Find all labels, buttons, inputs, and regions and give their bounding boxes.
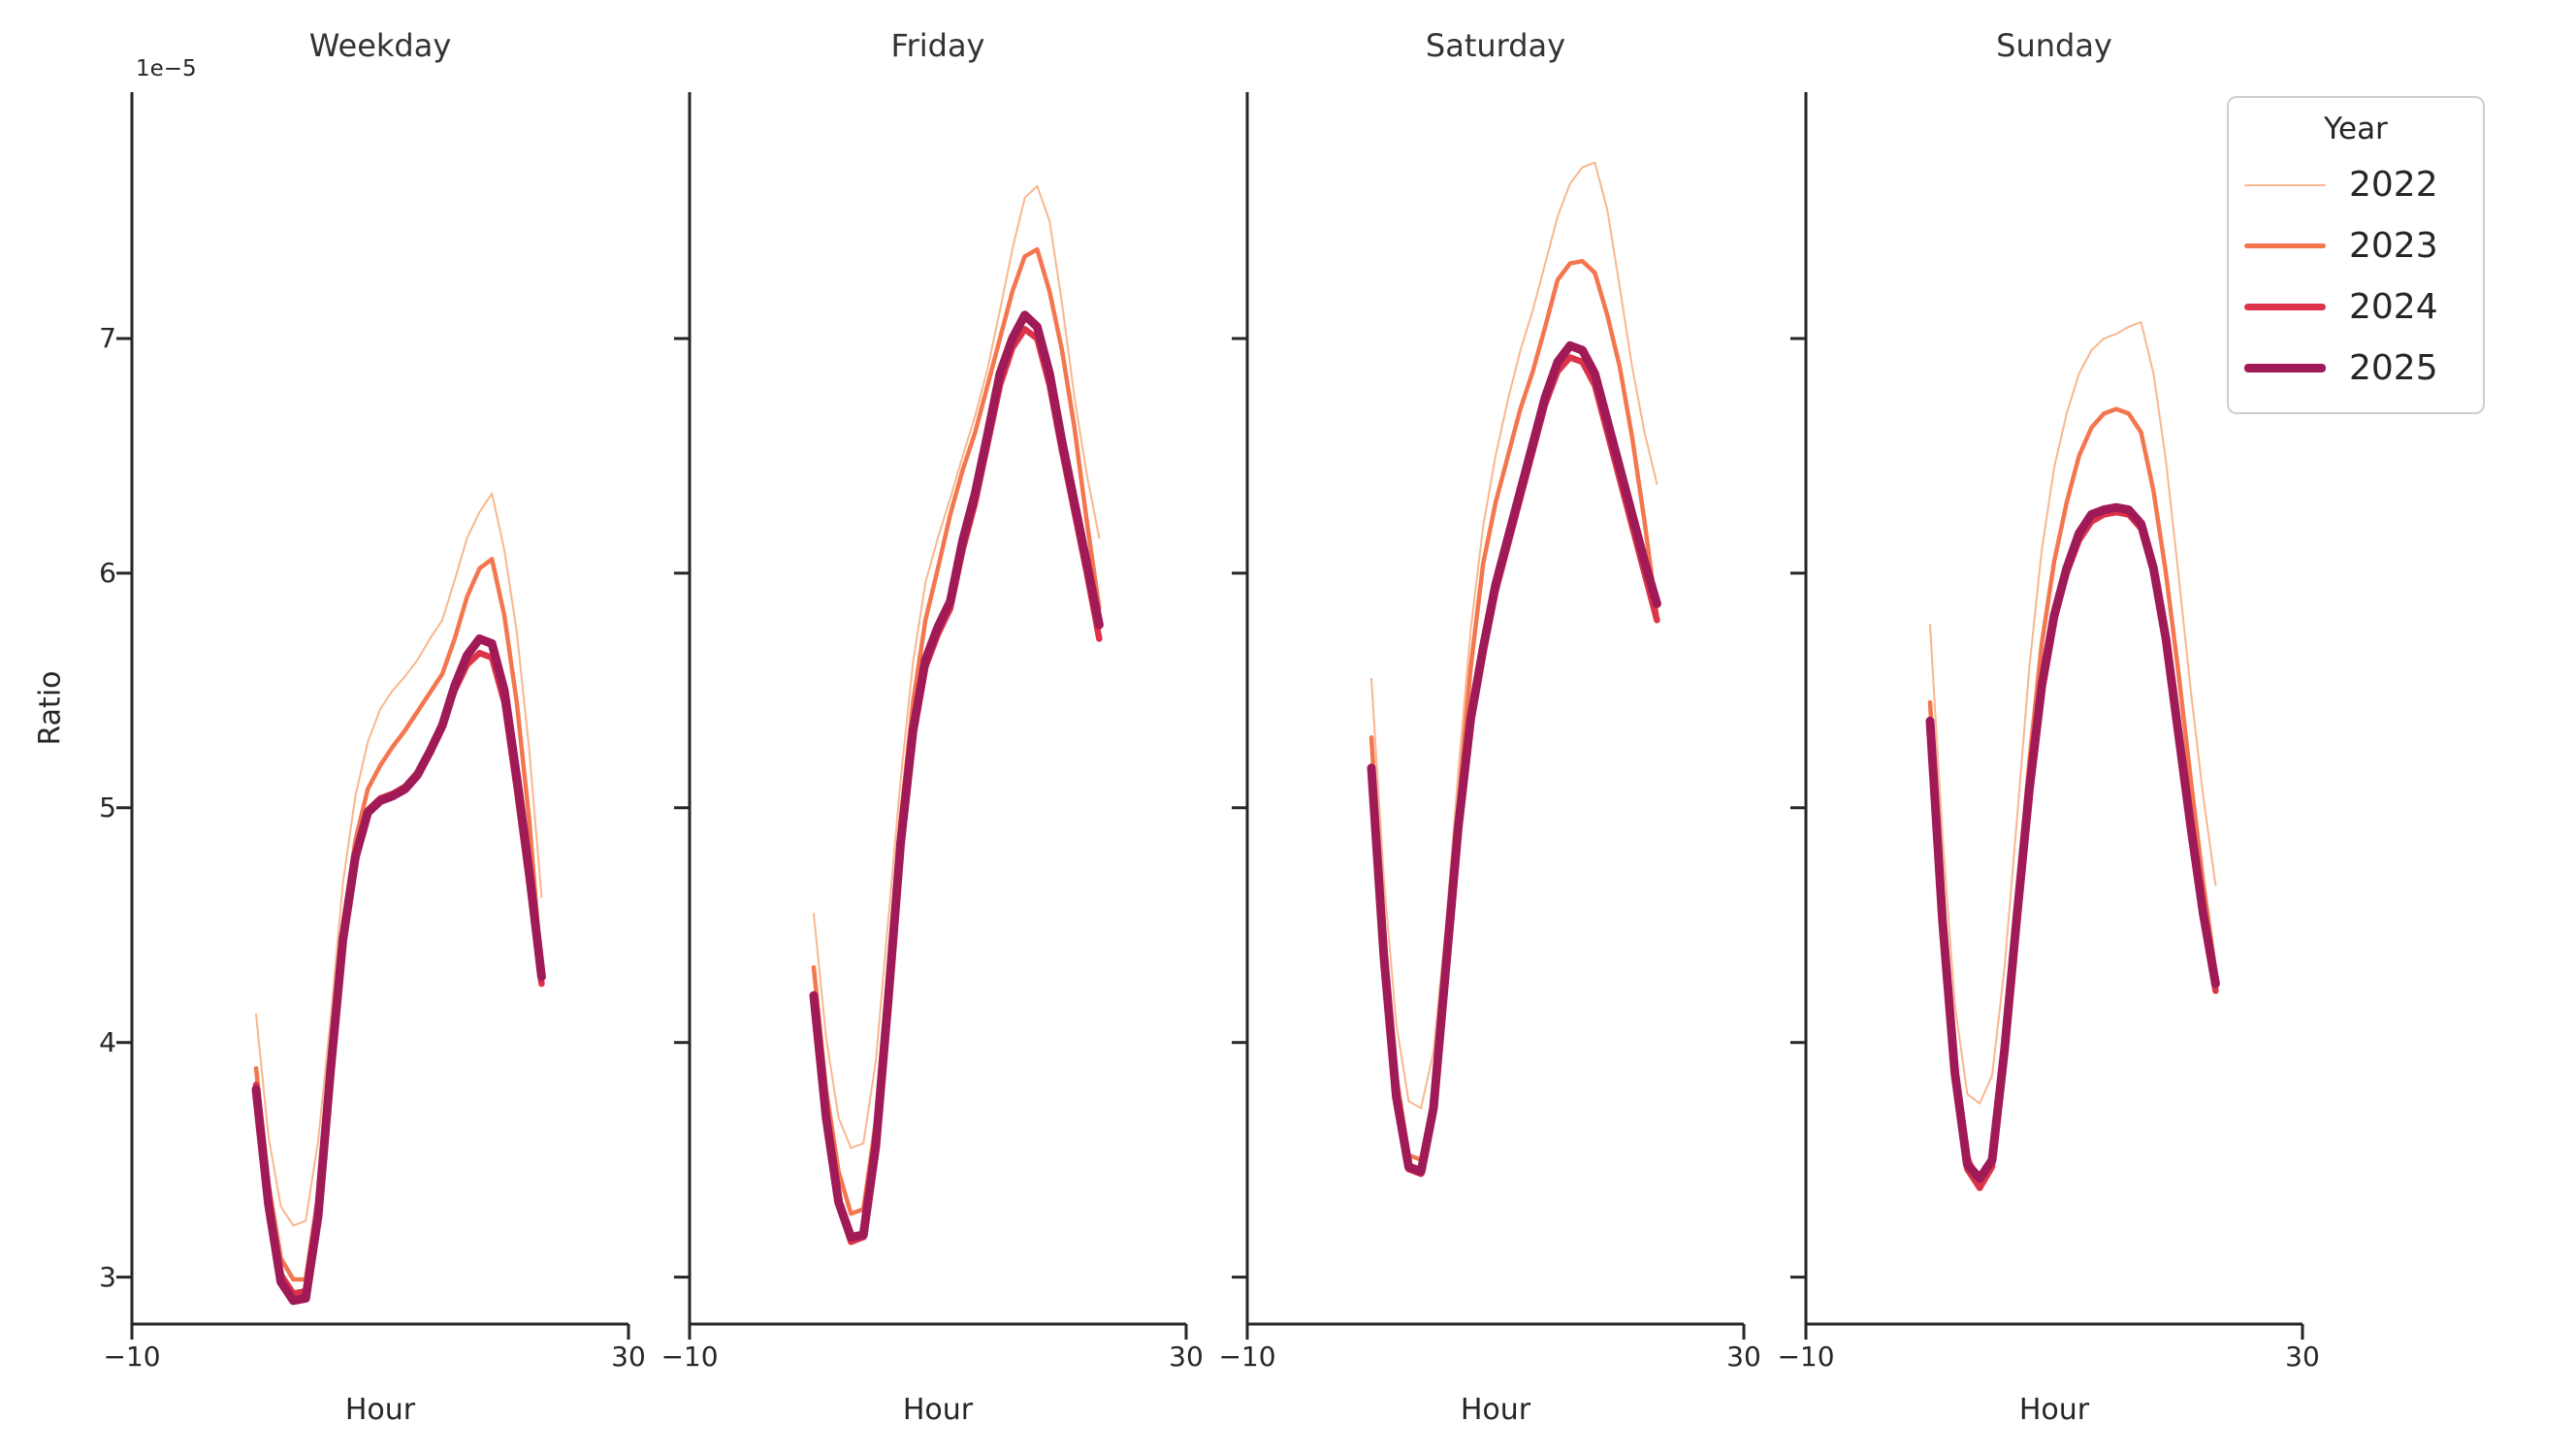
subplot-title-weekday: Weekday [308, 27, 452, 64]
x-axis-label: Hour [2018, 1393, 2090, 1427]
y-tick-label-3: 3 [99, 1260, 116, 1293]
legend-line-2023-icon [2244, 243, 2326, 248]
x-tick-label-min: −10 [103, 1341, 161, 1373]
x-tick-label-max: 30 [2285, 1341, 2320, 1373]
y-tick-label-5: 5 [99, 791, 116, 824]
subplot-sunday: Sunday −10 30 Hour [1777, 0, 2319, 1455]
line-saturday-2022 [1370, 161, 1658, 1110]
line-friday-2023 [811, 246, 1102, 1216]
subplot-title-friday: Friday [890, 27, 985, 64]
y-axis-label: Ratio [33, 670, 68, 746]
line-weekday-2025 [251, 634, 546, 1306]
x-tick-label-min: −10 [660, 1341, 719, 1373]
legend-line-2022-icon [2244, 183, 2326, 186]
line-friday-2025 [809, 310, 1104, 1242]
x-axis-label: Hour [344, 1393, 416, 1427]
x-tick-label-max: 30 [611, 1341, 646, 1373]
line-friday-2022 [813, 184, 1101, 1149]
legend-item-2025: 2025 [2229, 338, 2483, 399]
y-tick-label-4: 4 [99, 1025, 116, 1058]
legend-line-2024-icon [2244, 304, 2326, 310]
subplot-title-sunday: Sunday [1996, 27, 2112, 64]
line-weekday-2023 [253, 557, 544, 1282]
axes-spines-weekday [116, 92, 630, 1340]
subplot-friday: Friday −10 30 Hour [660, 0, 1203, 1455]
legend-item-2024: 2024 [2229, 276, 2483, 338]
legend-line-2025-icon [2244, 364, 2326, 372]
line-saturday-2025 [1367, 340, 1661, 1177]
legend-item-2023: 2023 [2229, 215, 2483, 276]
legend-label-2025: 2025 [2349, 348, 2438, 388]
x-axis-label: Hour [1460, 1393, 1531, 1427]
subplot-title-saturday: Saturday [1425, 27, 1566, 64]
legend-title: Year [2324, 112, 2388, 146]
line-saturday-2023 [1368, 258, 1659, 1162]
subplot-weekday: Weekday −10 30 Hour [103, 0, 645, 1455]
legend-label-2024: 2024 [2349, 287, 2438, 327]
y-tick-label-7: 7 [99, 322, 116, 354]
line-weekday-2022 [255, 492, 543, 1227]
x-axis-label: Hour [902, 1393, 974, 1427]
x-tick-label-max: 30 [1726, 1341, 1761, 1373]
line-sunday-2022 [1929, 321, 2217, 1105]
legend-label-2023: 2023 [2349, 226, 2438, 266]
x-tick-label-min: −10 [1777, 1341, 1835, 1373]
x-tick-label-min: −10 [1218, 1341, 1276, 1373]
axes-spines-sunday [1790, 92, 2304, 1340]
line-sunday-2025 [1925, 502, 2220, 1183]
legend-label-2022: 2022 [2349, 165, 2438, 205]
y-axis-offset-label: 1e−5 [136, 56, 197, 81]
axes-spines-saturday [1232, 92, 1746, 1340]
subplot-saturday: Saturday −10 30 Hour [1218, 0, 1760, 1455]
axes-spines-friday [674, 92, 1188, 1340]
legend: Year 2022 2023 2024 2025 [2227, 96, 2485, 414]
legend-item-2022: 2022 [2229, 154, 2483, 215]
x-tick-label-max: 30 [1169, 1341, 1204, 1373]
y-tick-label-6: 6 [99, 556, 116, 589]
